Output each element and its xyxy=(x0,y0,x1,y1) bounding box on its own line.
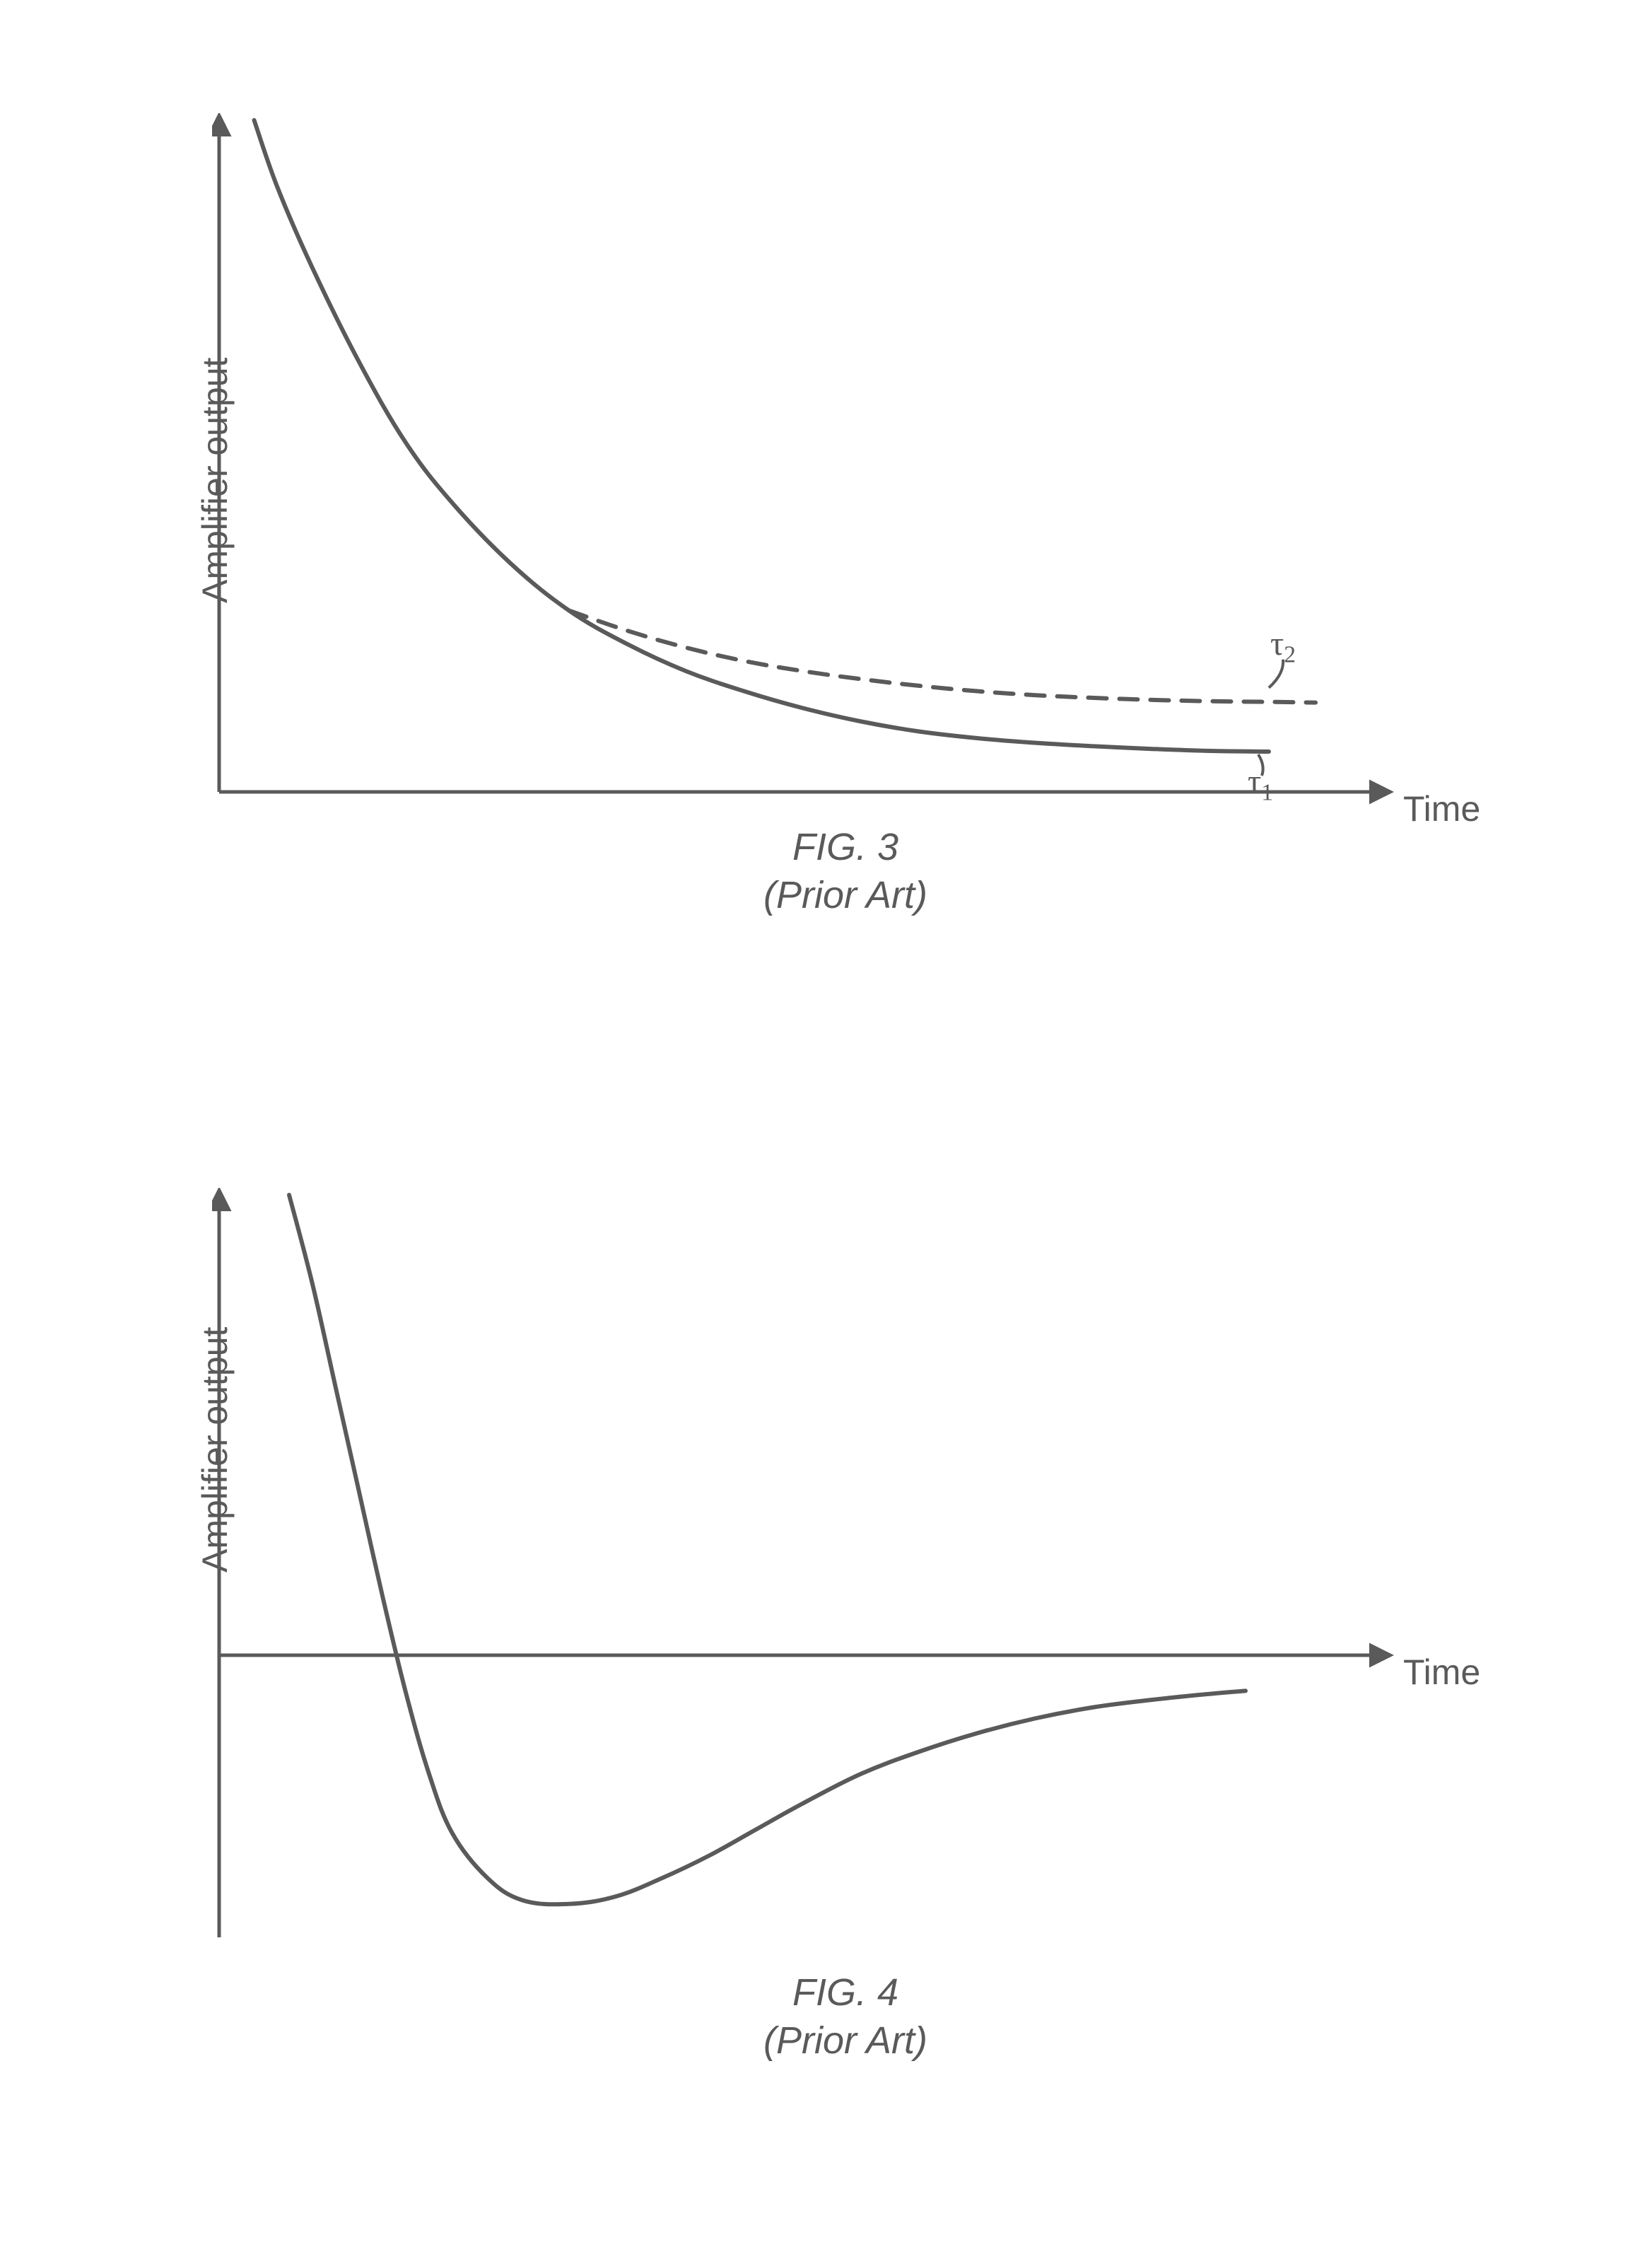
figure-3-y-axis-label: Amplifier output xyxy=(194,358,235,603)
figure-3-x-axis-label: Time xyxy=(1403,788,1480,829)
figure-4-x-axis-label: Time xyxy=(1403,1652,1480,1693)
figure-4-caption-line1: FIG. 4 xyxy=(792,1971,898,2014)
figure-3-caption-line1: FIG. 3 xyxy=(792,826,898,868)
figure-3-tau1-label: τ1 xyxy=(1248,762,1273,807)
figure-3: Amplifier output Time τ1 τ2 xyxy=(212,113,1414,820)
figure-3-caption-line2: (Prior Art) xyxy=(763,874,927,916)
figure-3-tau2-label: τ2 xyxy=(1270,624,1296,669)
figure-4: Amplifier output Time xyxy=(212,1188,1414,1966)
figure-4-plot xyxy=(212,1188,1414,1966)
figure-3-plot xyxy=(212,113,1414,820)
figure-4-y-axis-label: Amplifier output xyxy=(194,1326,235,1572)
figure-4-caption: FIG. 4 (Prior Art) xyxy=(669,1969,1022,2065)
figure-3-caption: FIG. 3 (Prior Art) xyxy=(669,824,1022,919)
figure-4-caption-line2: (Prior Art) xyxy=(763,2019,927,2062)
page: Amplifier output Time τ1 τ2 FIG. 3 (Prio… xyxy=(0,0,1652,2264)
